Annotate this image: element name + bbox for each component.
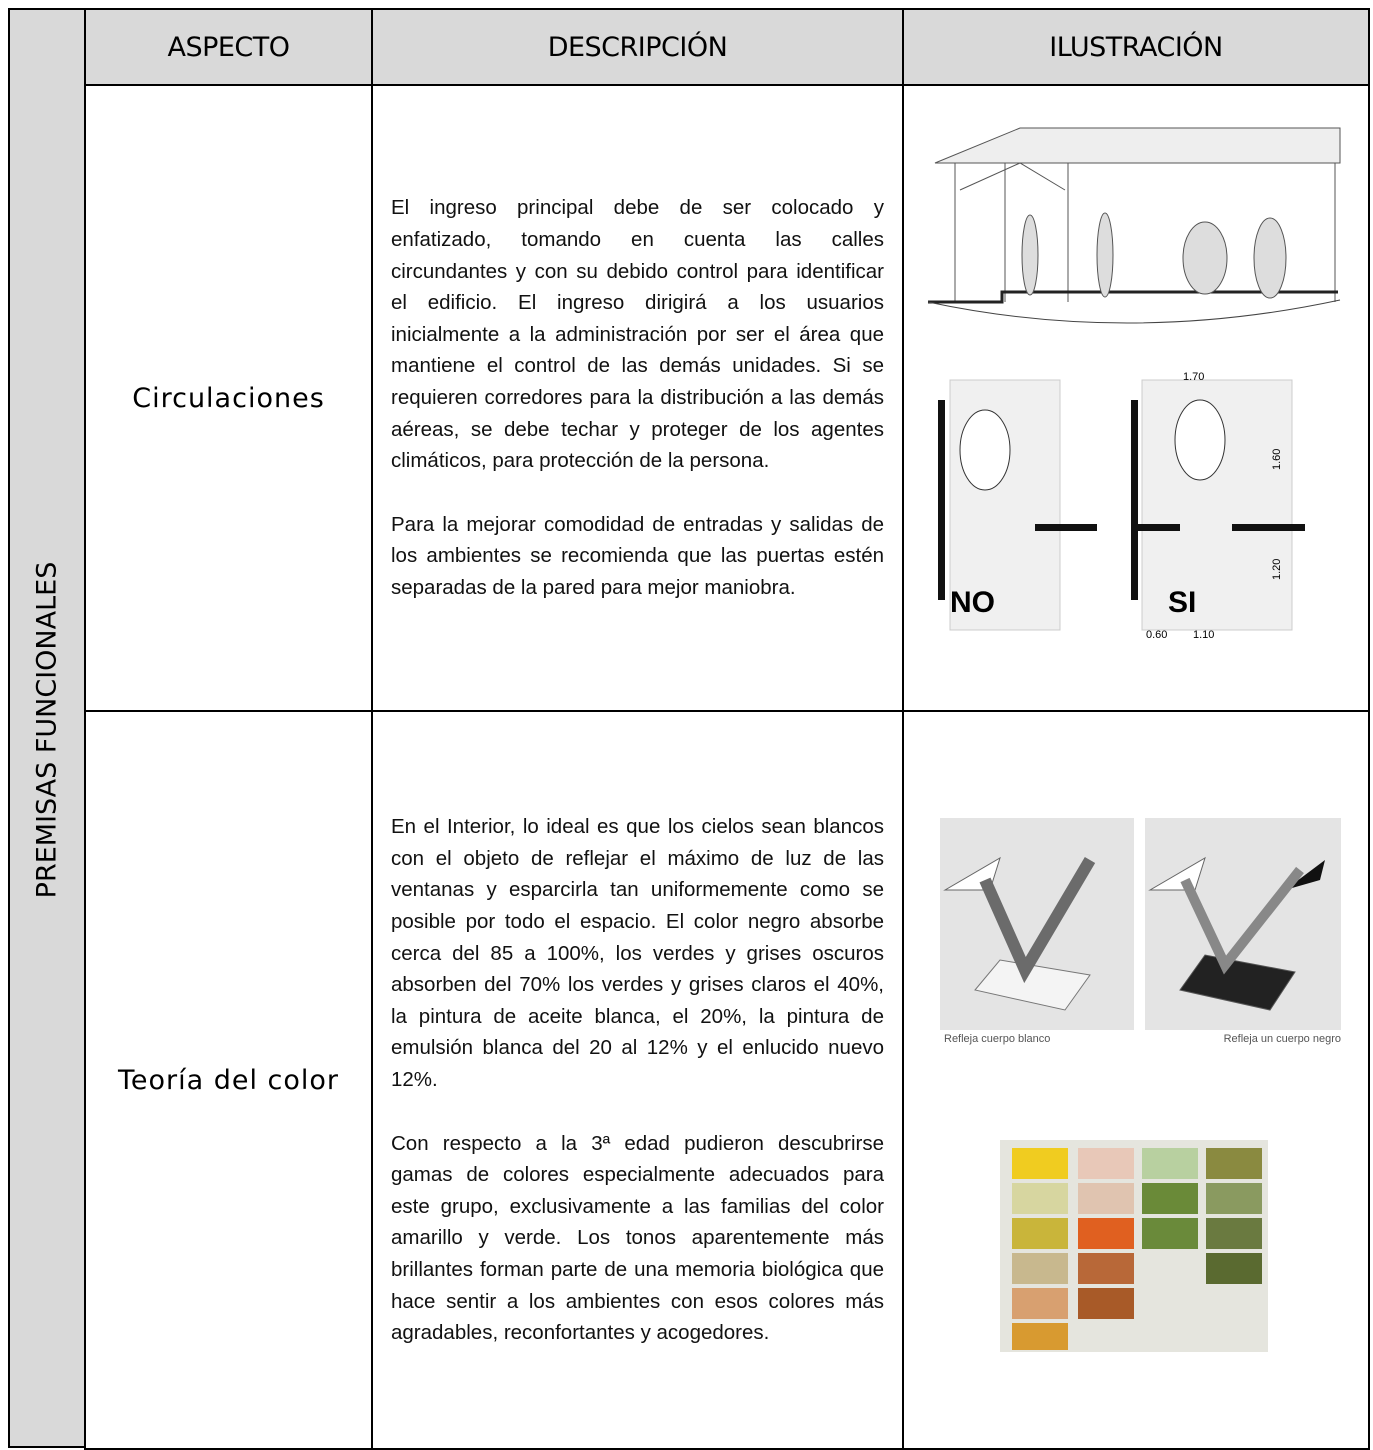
dimension: 1.70 xyxy=(1183,371,1204,383)
caption: Refleja cuerpo blanco xyxy=(944,1033,1050,1045)
dimension: 1.60 xyxy=(1271,449,1283,470)
door-plan: NO SI 1.70 1.60 1.20 0.60 1.10 xyxy=(938,371,1305,641)
label: SI xyxy=(1168,586,1196,619)
caption: Refleja un cuerpo negro xyxy=(1224,1033,1341,1045)
entrance-drawing xyxy=(927,127,1341,324)
dimension: 0.60 xyxy=(1146,629,1167,641)
header-cell: ASPECTO xyxy=(84,8,373,86)
paragraph: Para la mejorar comodidad de entradas y … xyxy=(391,512,884,599)
description-cell: El ingreso principal debe de ser colocad… xyxy=(371,84,904,712)
paragraph: Con respecto a la 3ª edad pudieron descu… xyxy=(391,1131,884,1345)
paragraph: En el Interior, lo ideal es que los ciel… xyxy=(391,815,884,1091)
reflection-images: Refleja cuerpo blanco Refleja un cuerpo … xyxy=(940,818,1341,1045)
dimension: 1.10 xyxy=(1193,629,1214,641)
color-swatches xyxy=(1000,1140,1268,1352)
paragraph: El ingreso principal debe de ser colocad… xyxy=(391,196,884,473)
header-cell: DESCRIPCIÓN xyxy=(371,8,904,86)
dimension: 1.20 xyxy=(1271,559,1283,580)
label: NO xyxy=(950,586,995,619)
side-column: PREMISAS FUNCIONALES xyxy=(8,8,86,1448)
description-cell: En el Interior, lo ideal es que los ciel… xyxy=(371,710,904,1450)
